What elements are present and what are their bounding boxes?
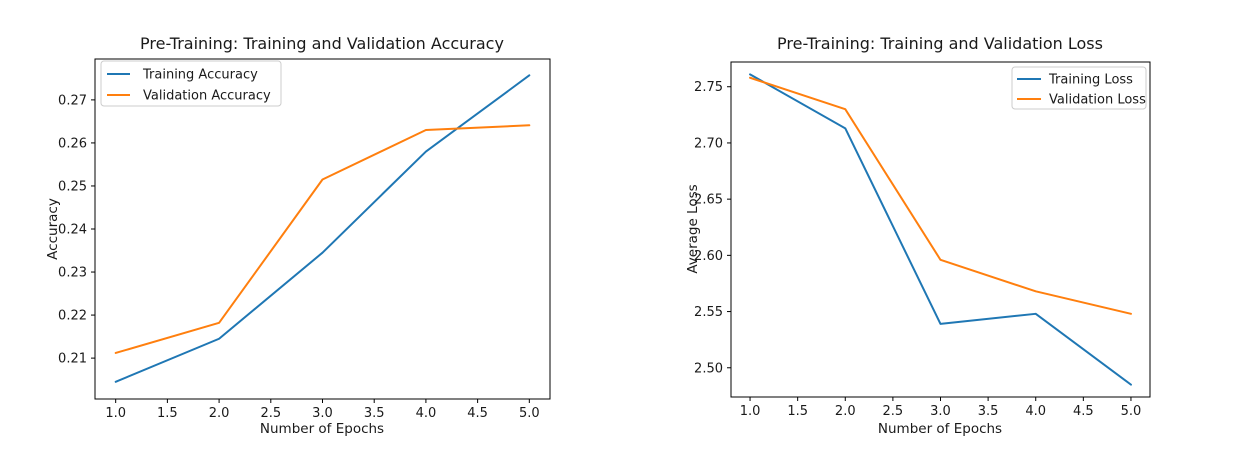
x-tick-label: 3.5	[364, 406, 385, 421]
y-tick-label: 2.50	[694, 361, 723, 376]
y-tick-label: 0.27	[58, 93, 87, 108]
x-axis-label: Number of Epochs	[260, 421, 384, 437]
legend-box	[100, 60, 282, 107]
legend-entry-label: Training Accuracy	[142, 68, 258, 83]
x-tick-label: 5.0	[1121, 404, 1142, 419]
y-tick-label: 0.26	[58, 136, 87, 151]
legend-box	[1011, 66, 1147, 110]
loss-chart-canvas: Pre-Training: Training and Validation Lo…	[685, 34, 1151, 437]
x-tick-label: 4.5	[1073, 404, 1094, 419]
series-line-training-accuracy	[114, 74, 531, 383]
x-tick-label: 3.0	[930, 404, 951, 419]
x-tick-label: 2.0	[209, 406, 230, 421]
y-tick-label: 0.22	[58, 309, 87, 324]
chart-title: Pre-Training: Training and Validation Lo…	[777, 34, 1103, 53]
y-axis-label: Average Loss	[685, 184, 701, 273]
series-line-training-loss	[749, 73, 1132, 386]
x-tick-label: 5.0	[519, 406, 540, 421]
x-axis-label: Number of Epochs	[878, 421, 1002, 437]
y-tick-label: 0.21	[58, 352, 87, 367]
plot-border	[730, 61, 1151, 398]
y-tick-label: 2.60	[694, 249, 723, 264]
legend-entry-label: Validation Accuracy	[143, 89, 271, 104]
x-tick-label: 2.5	[883, 404, 904, 419]
x-tick-label: 3.0	[312, 406, 333, 421]
x-tick-label: 1.0	[740, 404, 761, 419]
y-tick-label: 2.65	[694, 193, 723, 208]
x-tick-label: 1.5	[787, 404, 808, 419]
accuracy-chart: Pre-Training: Training and Validation Ac…	[45, 34, 551, 437]
data-series	[749, 73, 1132, 386]
x-tick-label: 2.5	[260, 406, 281, 421]
x-tick-label: 4.5	[467, 406, 488, 421]
loss-chart: Pre-Training: Training and Validation Lo…	[640, 0, 1250, 460]
accuracy-chart-canvas: Pre-Training: Training and Validation Ac…	[45, 34, 551, 437]
series-line-validation-accuracy	[114, 124, 531, 354]
y-axis-label: Accuracy	[45, 198, 61, 260]
y-tick-label: 2.75	[694, 80, 723, 95]
legend-entry-label: Training Loss	[1048, 73, 1133, 88]
legend-entry-label: Validation Loss	[1049, 93, 1146, 108]
legend: Training Loss Validation Loss	[1011, 66, 1147, 110]
axis-ticks: 1.0 1.5 2.0 2.5 3.0 3.5 4.0 4.5 5.0 2.50 2.55 2.60 2…	[694, 80, 1141, 419]
y-tick-label: 2.55	[694, 305, 723, 320]
x-tick-label: 2.0	[835, 404, 856, 419]
y-tick-label: 2.70	[694, 136, 723, 151]
x-tick-label: 1.5	[157, 406, 178, 421]
axis-ticks: 1.0 1.5 2.0 2.5 3.0 3.5 4.0 4.5 5.0 0.21 0.22 0.23 0…	[58, 93, 540, 421]
legend: Training Accuracy Validation Accuracy	[100, 60, 282, 107]
x-tick-label: 4.0	[416, 406, 437, 421]
chart-title: Pre-Training: Training and Validation Ac…	[140, 34, 504, 53]
y-tick-label: 0.24	[58, 223, 87, 238]
x-tick-label: 4.0	[1025, 404, 1046, 419]
x-tick-label: 3.5	[978, 404, 999, 419]
x-tick-label: 1.0	[105, 406, 126, 421]
series-line-validation-loss	[749, 76, 1132, 315]
y-tick-label: 0.23	[58, 266, 87, 281]
data-series	[114, 74, 531, 383]
y-tick-label: 0.25	[58, 179, 87, 194]
